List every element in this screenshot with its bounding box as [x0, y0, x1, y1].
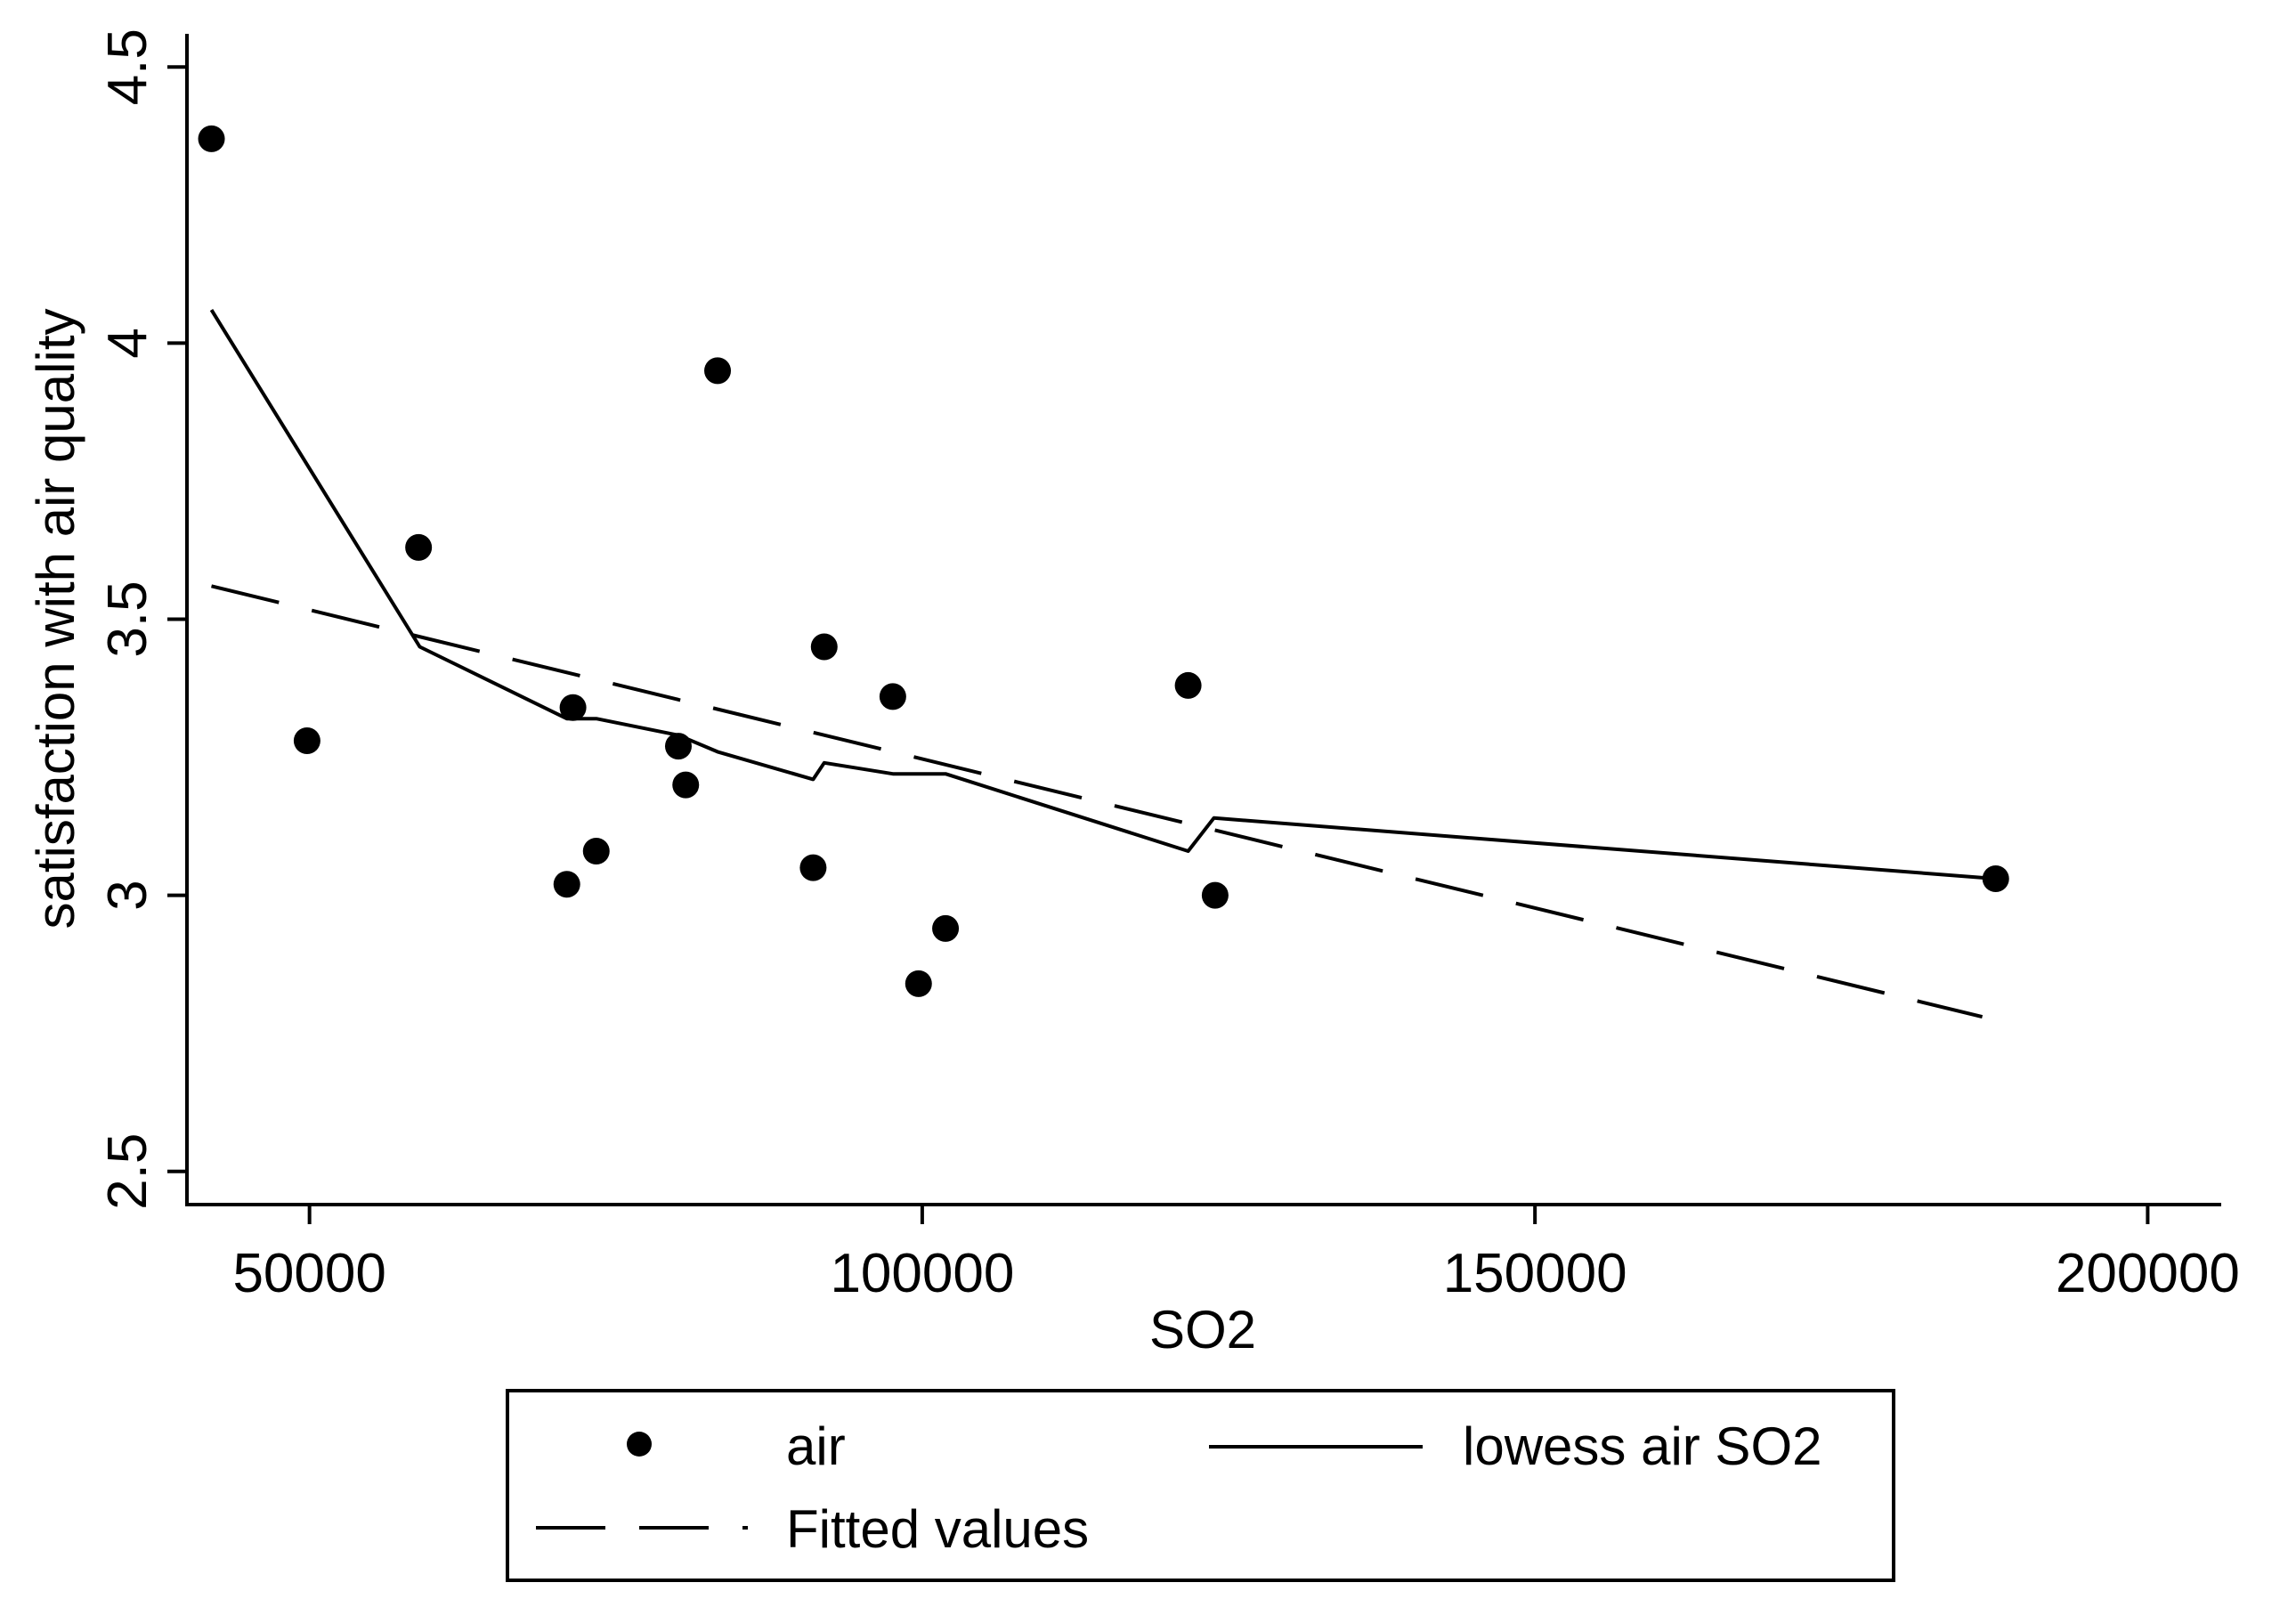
y-tick-label: 3.5	[97, 580, 158, 657]
legend-marker-air	[627, 1432, 652, 1457]
x-ticks: 50000 100000 150000 200000	[232, 1205, 2240, 1304]
x-tick-label: 200000	[2056, 1243, 2240, 1304]
legend-label-lowess: lowess air SO2	[1463, 1416, 1821, 1476]
data-point-air	[799, 854, 827, 881]
series-line-fitted-values	[211, 584, 1984, 1019]
legend-box	[506, 1389, 1895, 1582]
data-point-air	[198, 125, 225, 152]
y-tick-label: 4.5	[97, 28, 158, 105]
series-line-lowess-air-so2	[209, 309, 1996, 881]
data-point-air	[672, 771, 700, 799]
legend: air lowess air SO2 Fitted values	[506, 1389, 1895, 1582]
x-axis-title: SO2	[1149, 1300, 1256, 1359]
y-tick-label: 4	[97, 328, 158, 358]
series-layer	[198, 125, 2009, 1019]
data-point-air	[293, 726, 320, 754]
data-point-air	[1174, 671, 1202, 699]
data-point-air	[405, 533, 433, 561]
y-ticks: 2.5 3 3.5 4 4.5	[97, 28, 187, 1210]
data-point-air	[559, 694, 587, 721]
x-tick-label: 50000	[232, 1243, 385, 1304]
data-point-air	[704, 357, 732, 385]
legend-label-air: air	[786, 1416, 846, 1476]
x-tick-label: 150000	[1443, 1243, 1627, 1304]
data-point-air	[553, 871, 580, 898]
data-point-air	[1201, 881, 1229, 909]
data-point-air	[582, 838, 610, 865]
data-point-air	[879, 683, 906, 710]
y-tick-label: 2.5	[97, 1133, 158, 1210]
legend-label-fitted: Fitted values	[786, 1499, 1089, 1559]
y-axis-title: satisfaction with air quality	[26, 309, 85, 929]
data-point-air	[1982, 865, 2009, 893]
data-point-air	[810, 633, 838, 661]
data-point-air	[905, 970, 932, 997]
data-point-air	[932, 914, 960, 942]
y-tick-label: 3	[97, 880, 158, 910]
x-tick-label: 100000	[830, 1243, 1014, 1304]
